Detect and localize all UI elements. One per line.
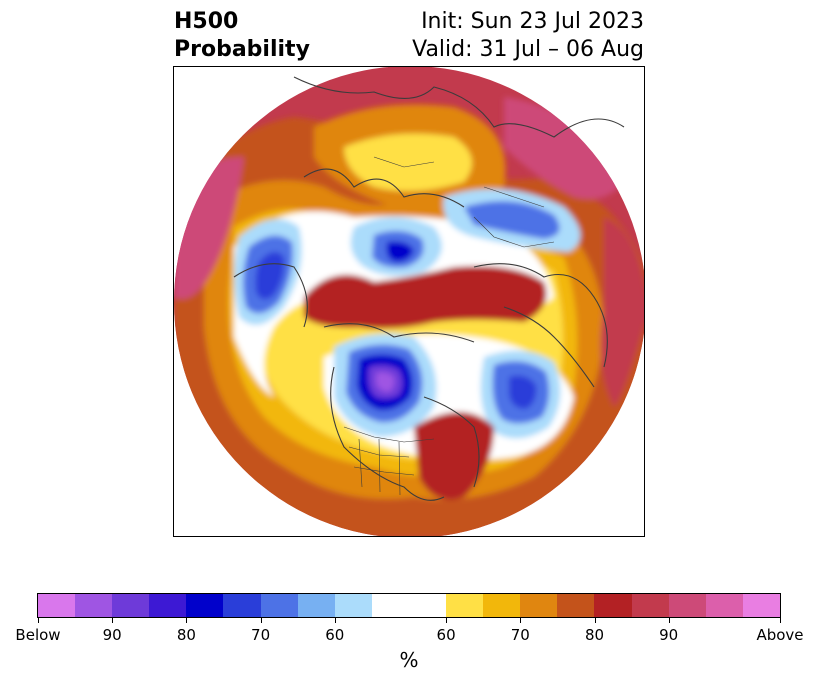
coastlines [233,76,625,501]
colorbar-segment [742,594,780,617]
colorbar-tick-label: Above [756,626,804,644]
colorbar-segment [631,594,669,617]
colorbar-segment [594,594,632,617]
colorbar-tick-label: Below [15,626,61,644]
colorbar-segment [149,594,187,617]
colorbar-tick-mark [334,618,336,623]
title-variable: H500 [174,9,239,34]
colorbar-units-label: % [399,648,419,672]
political-borders [343,156,555,496]
colorbar-tick-mark [446,618,448,623]
colorbar-segment [260,594,298,617]
colorbar-tick-label: 90 [102,626,122,644]
colorbar-tick-label: 80 [176,626,196,644]
colorbar-segment [483,594,521,617]
colorbar-tick-mark [112,618,114,623]
colorbar-tick-mark [520,618,522,623]
colorbar-segment [446,594,484,617]
colorbar-tick-mark [186,618,188,623]
colorbar-segment [520,594,558,617]
colorbar-segment [705,594,743,617]
colorbar-tick-mark [594,618,596,623]
colorbar-tick-mark [668,618,670,623]
colorbar-tick-label: 60 [325,626,345,644]
colorbar-tick-label: 70 [251,626,271,644]
probability-colorbar [37,593,781,618]
colorbar-segment [112,594,150,617]
chart-title-right: Init: Sun 23 Jul 2023 Valid: 31 Jul – 06… [412,8,644,64]
colorbar-segment [223,594,261,617]
probability-fill [174,67,644,536]
colorbar-tick-mark [780,618,781,623]
chart-title-left: H500 Probability [174,8,310,64]
probability-field [174,67,644,536]
valid-period: Valid: 31 Jul – 06 Aug [412,37,644,62]
colorbar-tick-mark [260,618,262,623]
colorbar-segment [75,594,113,617]
colorbar-segment [186,594,224,617]
colorbar-tick-label: 90 [659,626,679,644]
colorbar-segment [557,594,595,617]
colorbar-tick-label: 70 [510,626,530,644]
init-time: Init: Sun 23 Jul 2023 [421,9,644,34]
title-product: Probability [174,37,310,62]
polar-map [173,66,645,537]
colorbar-tick-label: 60 [436,626,456,644]
colorbar-segment [371,594,447,617]
colorbar-tick-mark [38,618,39,623]
colorbar-tick-label: 80 [584,626,605,644]
colorbar-segment [38,594,76,617]
colorbar-segment [668,594,706,617]
colorbar-segment [334,594,372,617]
colorbar-segment [297,594,335,617]
